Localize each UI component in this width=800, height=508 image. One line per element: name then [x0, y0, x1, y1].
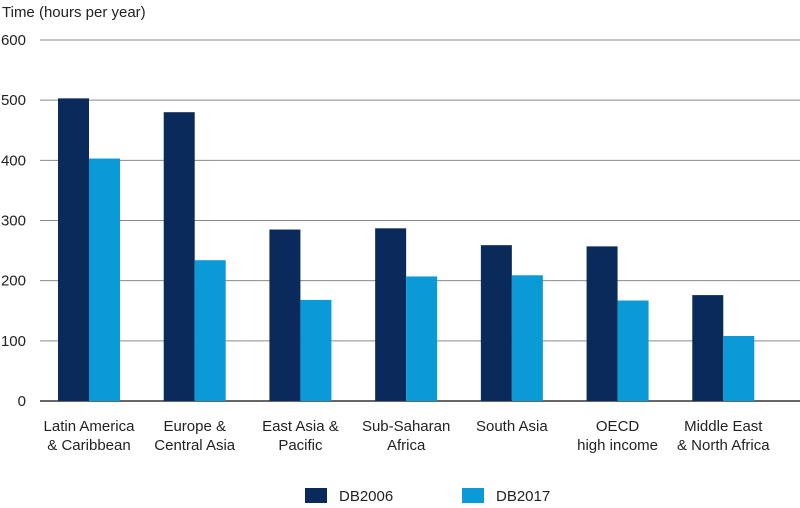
- category-label: & Caribbean: [47, 437, 130, 454]
- bar-db2006: [163, 112, 195, 401]
- category-label: Africa: [387, 437, 426, 454]
- bar-db2006: [269, 229, 301, 401]
- bar-db2017: [511, 275, 543, 401]
- legend-swatch-db2006: [305, 488, 327, 503]
- bar-db2017: [300, 299, 332, 401]
- category-label: East Asia &: [262, 418, 339, 435]
- bar-db2006: [480, 245, 512, 401]
- y-tick-label: 0: [18, 393, 26, 410]
- bar-db2006: [692, 295, 724, 401]
- category-label: Latin America: [44, 418, 136, 435]
- bars: [58, 98, 755, 401]
- bar-db2017: [194, 260, 226, 401]
- y-tick-labels: 0 100 200 300 400 500 600: [1, 32, 26, 410]
- category-label: Europe &: [163, 418, 226, 435]
- category-label: Pacific: [278, 437, 323, 454]
- category-label: South Asia: [476, 418, 548, 435]
- bar-db2017: [89, 158, 120, 401]
- y-tick-label: 500: [1, 92, 26, 109]
- category-label: OECD: [596, 418, 640, 435]
- bar-db2017: [406, 276, 438, 401]
- legend-swatch-db2017: [462, 488, 484, 503]
- category-label: & North Africa: [677, 437, 770, 454]
- category-label: Sub-Saharan: [362, 418, 450, 435]
- category-label: Central Asia: [154, 437, 236, 454]
- category-label: Middle East: [684, 418, 763, 435]
- y-axis-label: Time (hours per year): [2, 4, 146, 21]
- legend: DB2006 DB2017: [305, 488, 550, 505]
- y-tick-label: 100: [1, 333, 26, 350]
- bar-db2017: [617, 300, 649, 401]
- y-tick-label: 200: [1, 273, 26, 290]
- y-tick-label: 400: [1, 152, 26, 169]
- category-label: high income: [577, 437, 658, 454]
- y-tick-label: 600: [1, 32, 26, 49]
- bar-db2006: [58, 98, 89, 401]
- bar-db2006: [375, 228, 407, 401]
- legend-label: DB2017: [496, 488, 550, 505]
- y-tick-label: 300: [1, 213, 26, 230]
- category-labels: Latin America & Caribbean Europe & Central …: [44, 418, 771, 454]
- legend-label: DB2006: [339, 488, 393, 505]
- bar-db2017: [723, 336, 755, 401]
- bar-db2006: [586, 246, 618, 401]
